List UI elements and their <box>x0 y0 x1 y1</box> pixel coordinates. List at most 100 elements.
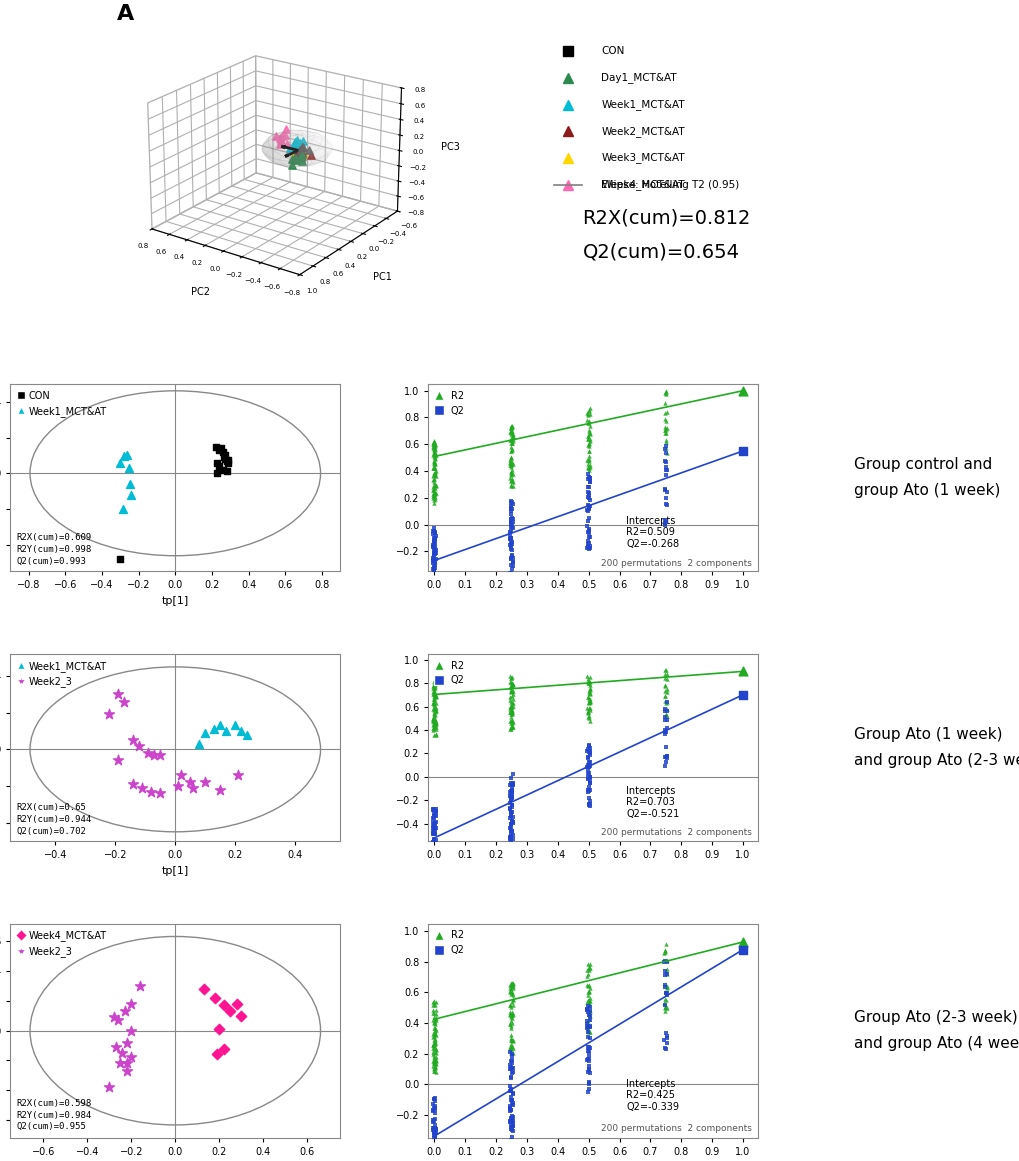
Text: Week1_MCT&AT: Week1_MCT&AT <box>601 99 685 110</box>
Point <box>502 1039 519 1058</box>
Point <box>426 435 442 454</box>
Point <box>425 835 441 853</box>
Point <box>580 693 596 712</box>
Point <box>425 1154 441 1161</box>
Point <box>426 433 442 452</box>
Point <box>579 769 595 787</box>
Point <box>425 709 441 728</box>
Point <box>502 499 519 518</box>
Point <box>502 462 519 481</box>
Point <box>426 1030 442 1048</box>
Point <box>503 417 520 435</box>
Point <box>427 1120 443 1139</box>
Point <box>425 712 441 730</box>
Point <box>504 989 521 1008</box>
Point <box>580 788 596 807</box>
Point <box>426 579 442 598</box>
Point <box>427 726 443 744</box>
Point <box>658 496 675 514</box>
Point <box>503 1120 520 1139</box>
Point <box>501 702 518 721</box>
Point <box>504 1117 521 1135</box>
Point <box>427 1097 443 1116</box>
Point <box>425 721 441 740</box>
Point <box>502 499 519 518</box>
Point <box>502 515 519 534</box>
Point <box>581 752 597 771</box>
Point <box>581 497 597 515</box>
Point <box>501 1102 518 1120</box>
Point <box>579 496 595 514</box>
Text: R2X(cum)=0.65
R2Y(cum)=0.944
Q2(cum)=0.702: R2X(cum)=0.65 R2Y(cum)=0.944 Q2(cum)=0.7… <box>16 803 92 836</box>
Text: Group Ato (1 week)
and group Ato (2-3 week): Group Ato (1 week) and group Ato (2-3 we… <box>854 727 1019 767</box>
Point <box>501 666 518 685</box>
Point <box>426 452 442 470</box>
Point <box>427 529 443 548</box>
Point <box>581 708 597 727</box>
Point <box>501 828 518 846</box>
Point <box>581 682 597 700</box>
Point <box>426 1151 442 1161</box>
Point <box>427 1141 443 1160</box>
Point <box>581 498 597 517</box>
Point <box>503 1045 520 1063</box>
Point <box>425 481 441 499</box>
Point <box>425 1053 441 1072</box>
Point <box>427 813 443 831</box>
Point <box>426 459 442 477</box>
Point <box>503 717 520 736</box>
Point <box>503 712 520 730</box>
Point <box>503 1054 520 1073</box>
Point <box>580 1023 596 1041</box>
Point <box>425 1138 441 1156</box>
Point <box>580 412 596 431</box>
Point <box>425 1052 441 1070</box>
Point <box>501 1076 518 1095</box>
Point <box>425 1004 441 1023</box>
Point <box>426 479 442 498</box>
Point <box>503 499 520 518</box>
Point <box>173 766 190 785</box>
Point <box>426 1054 442 1073</box>
Point <box>502 720 519 738</box>
Point <box>734 441 750 460</box>
Point <box>503 1090 520 1109</box>
Point <box>502 998 519 1017</box>
Point <box>427 526 443 545</box>
Point <box>209 454 225 473</box>
Point <box>581 958 597 976</box>
Point <box>426 684 442 702</box>
Point <box>212 716 228 735</box>
Point <box>582 490 598 509</box>
Point <box>580 958 596 976</box>
Point <box>580 477 596 496</box>
Point <box>425 1137 441 1155</box>
Point <box>502 678 519 697</box>
Point <box>504 825 521 844</box>
Point <box>427 1128 443 1147</box>
Point <box>580 520 596 539</box>
Point <box>427 686 443 705</box>
Point <box>503 560 520 578</box>
Point <box>425 684 441 702</box>
Point <box>503 434 520 453</box>
Text: 200 permutations  2 components: 200 permutations 2 components <box>600 1125 751 1133</box>
Point <box>425 708 441 727</box>
Point <box>579 1014 595 1032</box>
Point <box>427 803 443 822</box>
Point <box>427 543 443 562</box>
Point <box>503 1095 520 1113</box>
Point <box>501 787 518 806</box>
Point <box>425 1155 441 1161</box>
Point <box>502 457 519 476</box>
Point <box>123 1048 140 1067</box>
Point <box>579 427 595 446</box>
Point <box>426 464 442 483</box>
Point <box>658 998 675 1017</box>
Point <box>427 437 443 455</box>
Point <box>502 802 519 821</box>
Point <box>425 838 441 857</box>
Point <box>581 693 597 712</box>
Point <box>425 438 441 456</box>
Point <box>503 976 520 995</box>
